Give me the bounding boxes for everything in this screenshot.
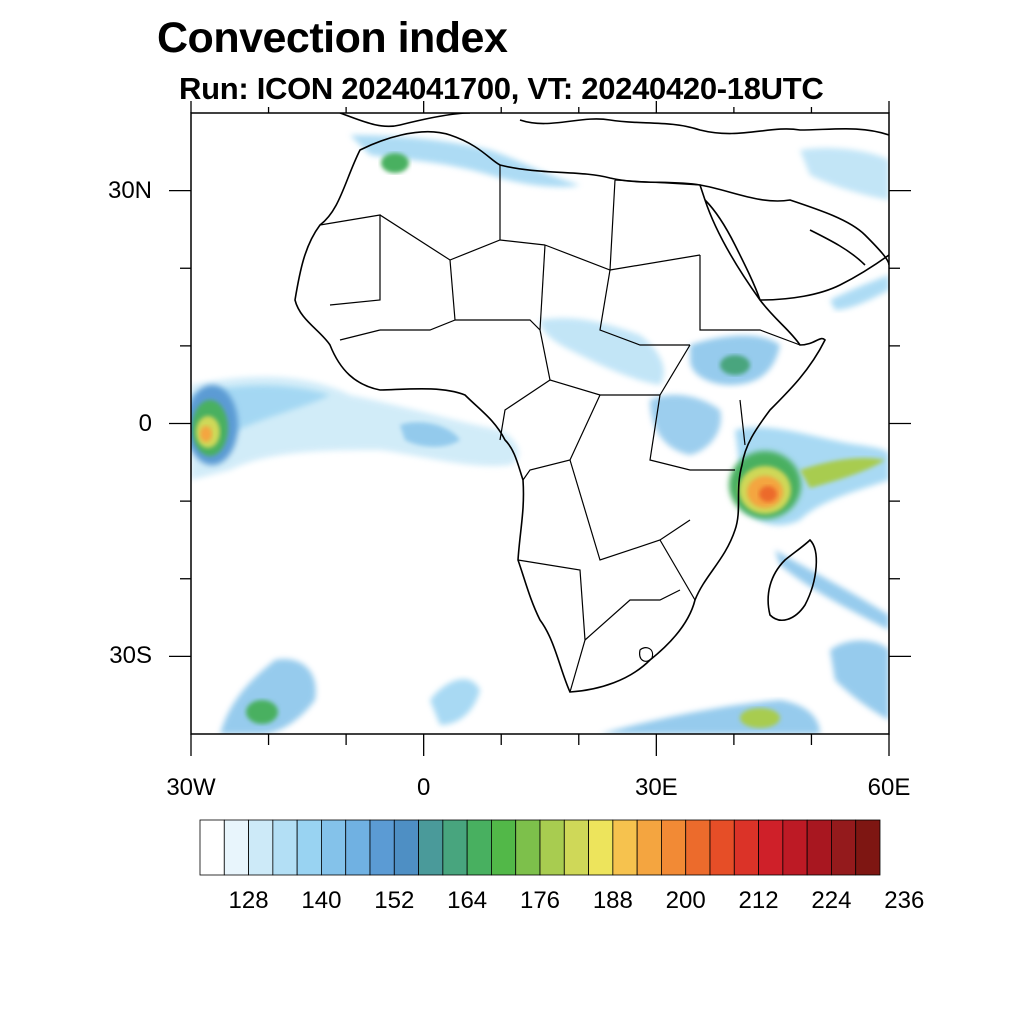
sahel-patches: [540, 318, 664, 385]
colorbar-label: 164: [447, 887, 488, 914]
southern-band: [600, 700, 820, 734]
atlas-cluster: [381, 153, 409, 173]
southeast-cluster: [830, 640, 889, 720]
colorbar-label: 224: [811, 887, 852, 914]
lon-label: 0: [416, 774, 431, 801]
colorbar-label: 212: [738, 887, 779, 914]
madagascar: [767, 538, 818, 621]
plot-subtitle: Run: ICON 2024041700, VT: 20240420-18UTC: [179, 71, 824, 106]
south-central-cluster: [430, 679, 480, 725]
mozambique-band: [775, 550, 889, 630]
east-africa-cluster: [729, 451, 885, 519]
colorbar-label: 236: [884, 887, 925, 914]
plot-title: Convection index: [157, 14, 508, 62]
south-atlantic-cluster: [220, 659, 316, 734]
africa-coastline: [294, 130, 826, 693]
lon-label: 60E: [867, 774, 911, 801]
colorbar-label: 188: [592, 887, 633, 914]
axis-ticks: [169, 101, 911, 756]
europe-coast: [339, 113, 889, 136]
lat-label: 0: [138, 409, 152, 437]
persian-gulf: [809, 229, 866, 266]
convection-field: [191, 135, 889, 734]
lat-label: 30S: [109, 642, 152, 670]
colorbar-label: 152: [374, 887, 415, 914]
country-borders: [319, 165, 801, 693]
west-atlantic-cluster: [191, 385, 238, 465]
great-lakes-cluster: [650, 394, 721, 455]
red-sea: [704, 199, 761, 301]
colorbar-label: 176: [519, 887, 561, 914]
arabia-band: [800, 148, 889, 200]
coastlines: [294, 113, 889, 693]
colorbar-label: 128: [228, 887, 269, 914]
lon-label: 30E: [634, 774, 678, 801]
gulf-guinea-cluster: [400, 422, 460, 447]
arabian-sea-band: [830, 275, 889, 310]
colorbar-label: 200: [665, 887, 706, 914]
lat-label: 30N: [107, 176, 152, 204]
colorbar-label: 140: [301, 887, 342, 914]
lon-label: 30W: [166, 774, 216, 801]
arabia-coast: [699, 184, 889, 301]
mediterranean-band: [350, 135, 580, 187]
